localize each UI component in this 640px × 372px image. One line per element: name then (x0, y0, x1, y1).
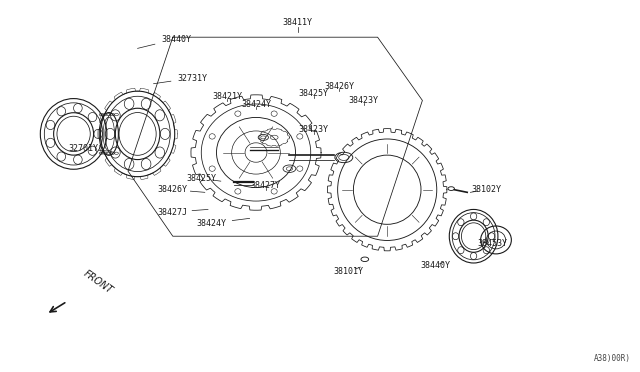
Text: 38421Y: 38421Y (212, 92, 242, 101)
Text: 38440Y: 38440Y (420, 262, 450, 270)
Text: 38101Y: 38101Y (334, 267, 364, 276)
Text: 38424Y: 38424Y (241, 100, 271, 109)
Text: 32701Y: 32701Y (68, 144, 98, 153)
Text: 38426Y: 38426Y (158, 185, 188, 194)
Text: 38423Y: 38423Y (299, 125, 328, 134)
Text: 38453Y: 38453Y (478, 239, 508, 248)
Text: 38427J: 38427J (158, 208, 188, 217)
Text: 38427Y: 38427Y (251, 181, 280, 190)
Text: 38440Y: 38440Y (161, 35, 191, 44)
Text: 38426Y: 38426Y (324, 82, 354, 91)
Text: A38)00R): A38)00R) (593, 354, 630, 363)
Text: 38423Y: 38423Y (349, 96, 378, 105)
Text: FRONT: FRONT (82, 269, 115, 296)
Text: 32731Y: 32731Y (177, 74, 207, 83)
Text: 38102Y: 38102Y (472, 185, 501, 194)
Text: 38424Y: 38424Y (196, 219, 226, 228)
Text: 38425Y: 38425Y (299, 89, 328, 98)
Text: 38425Y: 38425Y (187, 174, 216, 183)
Text: 38411Y: 38411Y (283, 18, 312, 27)
